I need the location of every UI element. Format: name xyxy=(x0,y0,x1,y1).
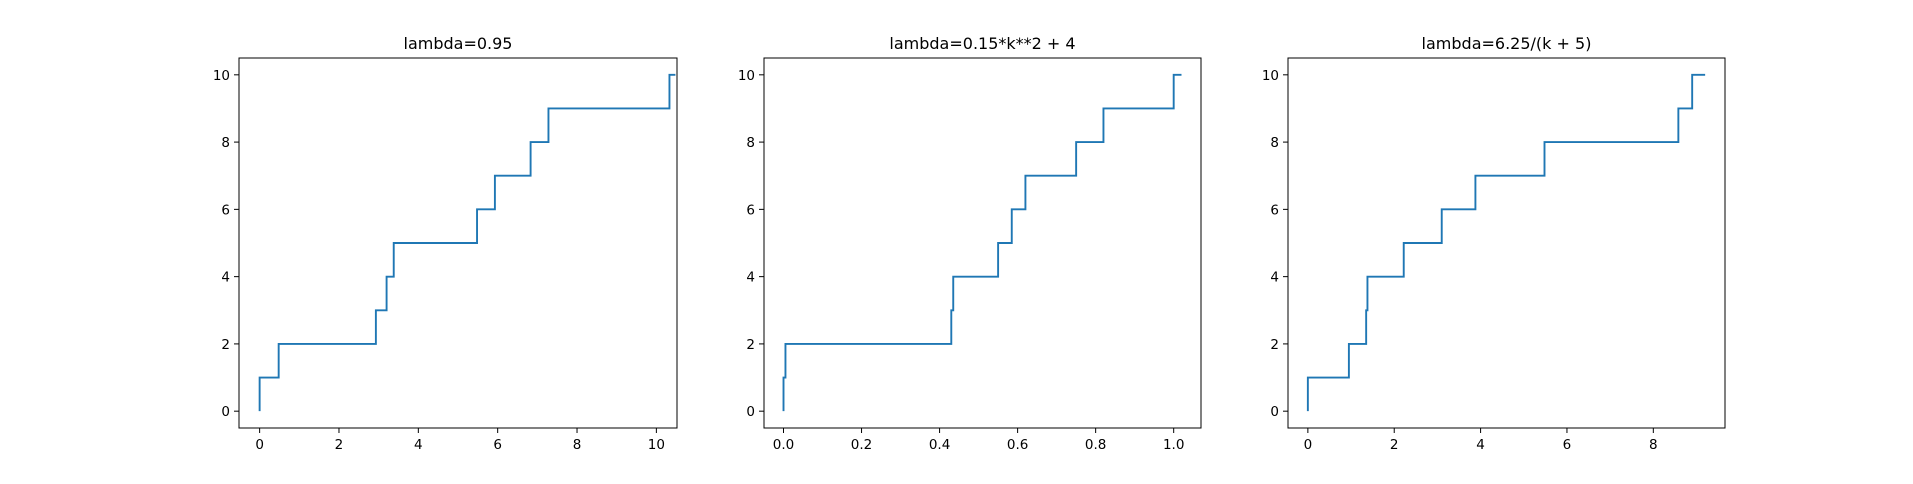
y-tick-label: 2 xyxy=(221,337,230,353)
x-tick-label: 8 xyxy=(573,437,582,453)
x-tick-label: 10 xyxy=(648,437,665,453)
x-tick-label: 2 xyxy=(1390,437,1399,453)
y-tick-label: 8 xyxy=(221,135,230,151)
x-tick-label: 0.4 xyxy=(929,437,950,453)
y-tick-label: 6 xyxy=(1270,202,1279,218)
axes-frame xyxy=(238,57,678,429)
y-tick-label: 10 xyxy=(213,68,230,84)
y-tick-label: 4 xyxy=(746,270,755,286)
y-tick-label: 6 xyxy=(221,202,230,218)
y-tick-label: 10 xyxy=(738,68,755,84)
x-tick-label: 0 xyxy=(255,437,264,453)
x-tick-label: 4 xyxy=(414,437,423,453)
y-tick-label: 8 xyxy=(746,135,755,151)
chart-title: lambda=0.95 xyxy=(404,34,513,53)
y-tick-label: 4 xyxy=(1270,270,1279,286)
chart-title: lambda=0.15*k**2 + 4 xyxy=(889,34,1075,53)
axes-frame xyxy=(1287,57,1726,429)
x-tick-label: 1.0 xyxy=(1163,437,1184,453)
chart-panel-3: lambda=6.25/(k + 5) 0 2 4 6 8 0 2 4 6 8 10 xyxy=(1262,34,1726,453)
x-tick-label: 4 xyxy=(1476,437,1485,453)
x-tick-label: 0.2 xyxy=(851,437,872,453)
y-tick-label: 2 xyxy=(1270,337,1279,353)
axes-frame xyxy=(763,57,1202,429)
x-tick-label: 8 xyxy=(1649,437,1658,453)
chart-title: lambda=6.25/(k + 5) xyxy=(1422,34,1592,53)
x-tick-label: 0.8 xyxy=(1085,437,1106,453)
y-tick-label: 0 xyxy=(746,404,755,420)
x-tick-label: 0 xyxy=(1304,437,1313,453)
x-tick-label: 0.0 xyxy=(773,437,794,453)
y-tick-label: 6 xyxy=(746,202,755,218)
y-tick-label: 2 xyxy=(746,337,755,353)
y-tick-label: 0 xyxy=(221,404,230,420)
y-tick-label: 0 xyxy=(1270,404,1279,420)
chart-panel-2: lambda=0.15*k**2 + 4 0.0 0.2 0.4 0.6 0.8 1.0 0 2… xyxy=(738,34,1202,453)
x-tick-label: 6 xyxy=(1563,437,1572,453)
step-line xyxy=(1306,73,1706,412)
y-tick-label: 4 xyxy=(221,270,230,286)
y-tick-label: 10 xyxy=(1262,68,1279,84)
x-tick-label: 6 xyxy=(493,437,502,453)
x-tick-label: 0.6 xyxy=(1007,437,1028,453)
y-tick-label: 8 xyxy=(1270,135,1279,151)
x-tick-label: 2 xyxy=(335,437,344,453)
step-line xyxy=(258,73,676,412)
step-line xyxy=(782,73,1182,412)
chart-panel-1: lambda=0.95 0 2 4 6 8 10 0 2 4 6 8 10 xyxy=(213,34,678,453)
